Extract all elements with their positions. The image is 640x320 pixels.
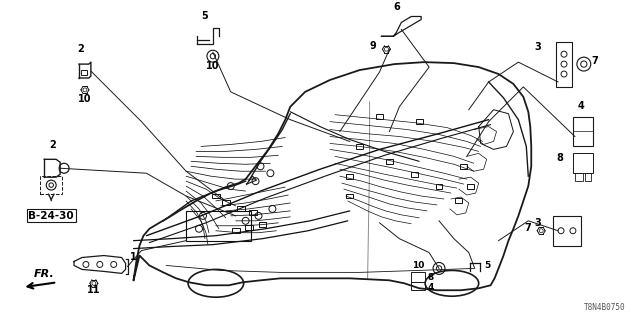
- Bar: [585, 173, 591, 181]
- Bar: [573, 117, 593, 147]
- Bar: [412, 282, 425, 290]
- Text: 8: 8: [556, 153, 563, 163]
- Bar: [244, 225, 253, 230]
- Text: 7: 7: [592, 56, 598, 66]
- Bar: [573, 153, 593, 173]
- Text: 7: 7: [525, 223, 531, 233]
- Text: 6: 6: [393, 2, 400, 12]
- Bar: [356, 144, 363, 149]
- Bar: [411, 172, 418, 177]
- Text: 11: 11: [87, 285, 100, 295]
- Bar: [386, 159, 393, 164]
- Text: 10: 10: [206, 61, 220, 71]
- Bar: [436, 184, 442, 188]
- Bar: [259, 222, 266, 227]
- Text: T8N4B0750: T8N4B0750: [584, 303, 625, 312]
- Text: 2: 2: [49, 140, 56, 150]
- Bar: [232, 228, 239, 233]
- Text: 4: 4: [577, 101, 584, 111]
- Text: 2: 2: [77, 44, 84, 54]
- Text: FR.: FR.: [33, 269, 54, 279]
- Bar: [416, 119, 422, 124]
- Text: 5: 5: [202, 12, 209, 21]
- Text: 10: 10: [412, 261, 424, 270]
- Bar: [556, 42, 572, 87]
- Bar: [346, 194, 353, 198]
- Bar: [81, 70, 87, 75]
- Bar: [212, 194, 220, 198]
- Text: 9: 9: [370, 41, 376, 51]
- Text: B-24-30: B-24-30: [28, 211, 74, 221]
- Bar: [346, 174, 353, 179]
- Text: 1: 1: [129, 252, 136, 262]
- Bar: [553, 216, 581, 246]
- Bar: [237, 206, 244, 212]
- Bar: [248, 211, 257, 215]
- Bar: [467, 184, 474, 188]
- Text: 10: 10: [78, 94, 92, 104]
- Bar: [376, 114, 383, 119]
- Bar: [186, 211, 251, 241]
- Bar: [222, 201, 230, 205]
- Text: 3: 3: [535, 218, 541, 228]
- Bar: [575, 173, 583, 181]
- Text: 3: 3: [535, 42, 541, 52]
- Bar: [456, 198, 462, 204]
- Bar: [40, 176, 62, 194]
- Bar: [460, 164, 467, 169]
- Text: 5: 5: [484, 261, 491, 270]
- Bar: [412, 272, 425, 282]
- Text: 4: 4: [427, 283, 433, 292]
- Text: 8: 8: [427, 273, 433, 282]
